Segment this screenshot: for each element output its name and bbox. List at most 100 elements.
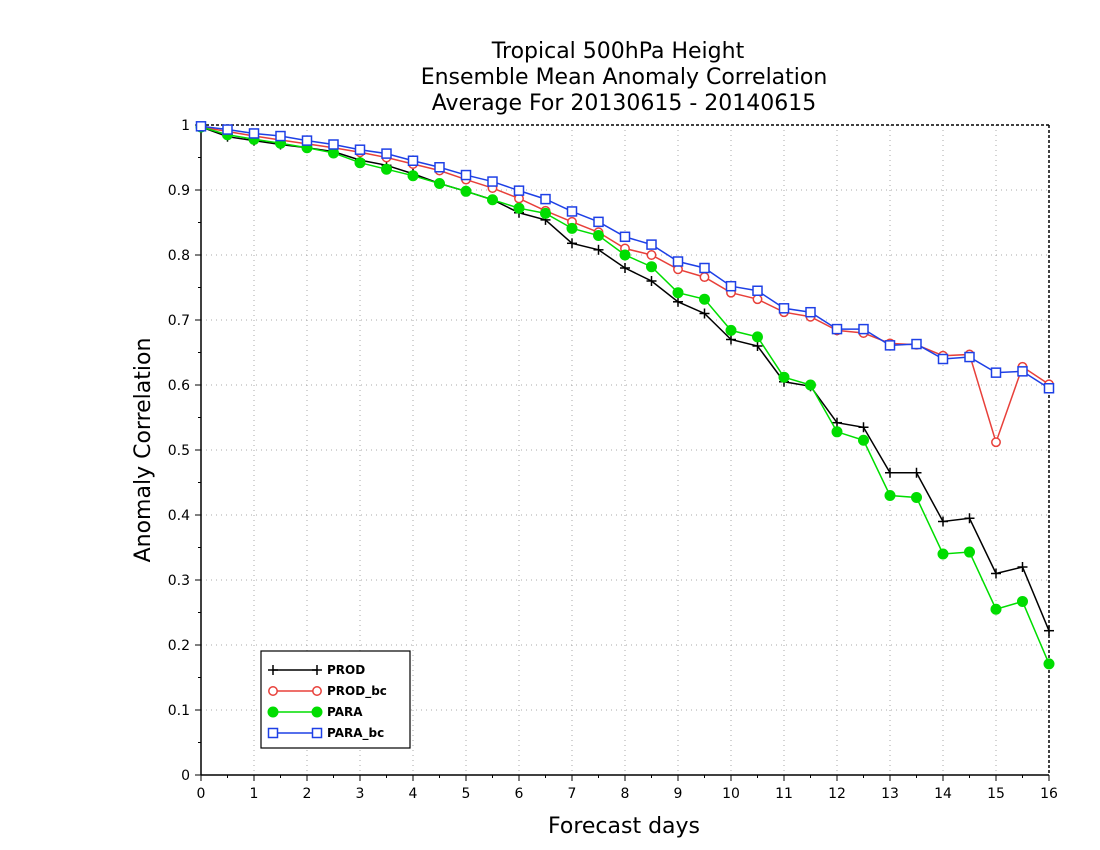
- data-point-para-bc: [964, 351, 975, 363]
- chart-title-line-1: Tropical 500hPa Height: [491, 39, 745, 64]
- legend-marker: [267, 706, 279, 718]
- data-point-prod: [938, 516, 948, 527]
- legend-marker: [268, 686, 278, 696]
- y-tick-label: 0.4: [168, 508, 190, 524]
- x-tick-label: 2: [303, 786, 312, 802]
- data-point-para: [884, 490, 896, 501]
- x-tick-label: 15: [987, 786, 1005, 802]
- data-point-prod-bc: [646, 250, 657, 260]
- series-prod: [196, 121, 1054, 636]
- x-tick-label: 3: [356, 786, 365, 802]
- y-tick-label: 0.5: [168, 443, 190, 459]
- x-tick-label: 6: [515, 786, 524, 802]
- data-point-prod: [699, 308, 710, 319]
- data-point-prod-bc: [752, 294, 763, 305]
- data-point-para-bc: [858, 323, 869, 335]
- data-point-para-bc: [381, 148, 392, 159]
- series-prod-bc: [196, 122, 1054, 448]
- x-tick-label: 13: [881, 786, 899, 802]
- y-tick-label: 0.6: [168, 378, 190, 394]
- axes: 0 1 2 3 4 5 6 7 8 9 10 11 12 13 14 15 1600.10.20.30.40.5…: [168, 118, 1058, 802]
- x-tick-label: 9: [674, 786, 683, 802]
- x-tick-label: 1: [250, 786, 259, 802]
- y-tick-label: 0.2: [168, 638, 190, 654]
- data-point-para-bc: [195, 121, 207, 132]
- data-point-para: [354, 157, 366, 169]
- data-point-para-bc: [275, 130, 286, 142]
- data-point-prod: [832, 417, 842, 428]
- data-point-para-bc: [434, 162, 445, 173]
- data-point-para-bc: [805, 306, 816, 318]
- data-point-para-bc: [911, 338, 922, 350]
- series-line-prod-bc: [200, 126, 1050, 445]
- legend-label: PROD: [327, 663, 365, 677]
- data-point-para-bc: [1043, 383, 1055, 394]
- legend: PROD PROD_bc PARA PARA_bc: [260, 650, 411, 749]
- x-tick-label: 16: [1040, 786, 1058, 802]
- x-tick-label: 8: [621, 786, 630, 802]
- data-point-para: [778, 371, 790, 383]
- data-point-para-bc: [301, 135, 313, 146]
- data-point-para-bc: [407, 155, 419, 166]
- x-tick-label: 14: [934, 786, 952, 802]
- data-point-para: [1043, 658, 1055, 670]
- data-point-para-bc: [699, 262, 710, 274]
- legend-entry-para: PARA: [267, 705, 363, 719]
- data-point-prod: [620, 263, 630, 273]
- legend-marker: [312, 665, 322, 675]
- data-point-para-bc: [222, 124, 233, 135]
- data-point-para-bc: [513, 185, 525, 196]
- data-point-para: [407, 170, 419, 182]
- data-point-para-bc: [460, 169, 472, 181]
- data-point-prod: [885, 467, 895, 478]
- y-tick-label: 0.3: [168, 573, 190, 589]
- data-point-para-bc: [725, 280, 737, 292]
- data-point-para: [752, 331, 763, 343]
- y-axis-title: Anomaly Correlation: [131, 338, 156, 563]
- data-point-para-bc: [354, 144, 366, 155]
- legend-entry-prod-bc: PROD_bc: [268, 684, 387, 699]
- data-point-prod: [593, 244, 604, 255]
- data-point-para-bc: [1017, 366, 1028, 377]
- data-point-para: [619, 249, 631, 261]
- data-point-para: [831, 426, 843, 438]
- data-point-prod: [1044, 625, 1054, 636]
- data-point-para: [672, 287, 684, 299]
- data-point-para-bc: [328, 139, 339, 150]
- y-tick-label: 0.1: [168, 703, 190, 719]
- data-point-prod: [646, 276, 657, 286]
- x-tick-label: 7: [568, 786, 577, 802]
- data-point-para: [487, 194, 498, 206]
- grid-lines: [201, 125, 1049, 775]
- data-point-para-bc: [248, 128, 260, 139]
- data-point-para-bc: [566, 206, 578, 217]
- data-point-para: [964, 546, 975, 558]
- data-series: [195, 121, 1055, 670]
- data-point-para: [513, 202, 525, 214]
- legend-label: PARA_bc: [327, 726, 384, 741]
- data-point-para: [381, 163, 392, 175]
- data-point-prod: [567, 238, 577, 249]
- data-point-para-bc: [778, 303, 790, 314]
- x-tick-label: 10: [722, 786, 740, 802]
- chart-title-line-3: Average For 20130615 - 20140615: [432, 91, 817, 116]
- data-point-para-bc: [619, 231, 631, 243]
- data-point-para-bc: [540, 193, 551, 205]
- data-point-prod: [911, 467, 922, 478]
- y-tick-label: 0.9: [168, 183, 190, 199]
- data-point-para-bc: [884, 340, 896, 351]
- data-point-prod: [752, 341, 763, 351]
- data-point-para-bc: [593, 216, 604, 228]
- data-point-para: [593, 230, 604, 241]
- data-point-para: [990, 603, 1002, 615]
- data-point-para: [646, 261, 657, 273]
- series-para-bc: [195, 121, 1055, 394]
- data-point-prod: [726, 334, 736, 345]
- data-point-para-bc: [937, 353, 949, 365]
- data-point-para-bc: [672, 256, 684, 267]
- data-point-para: [434, 178, 445, 189]
- x-tick-label: 5: [462, 786, 471, 802]
- data-point-para-bc: [990, 367, 1002, 378]
- data-point-para-bc: [487, 176, 498, 187]
- x-tick-label: 4: [409, 786, 418, 802]
